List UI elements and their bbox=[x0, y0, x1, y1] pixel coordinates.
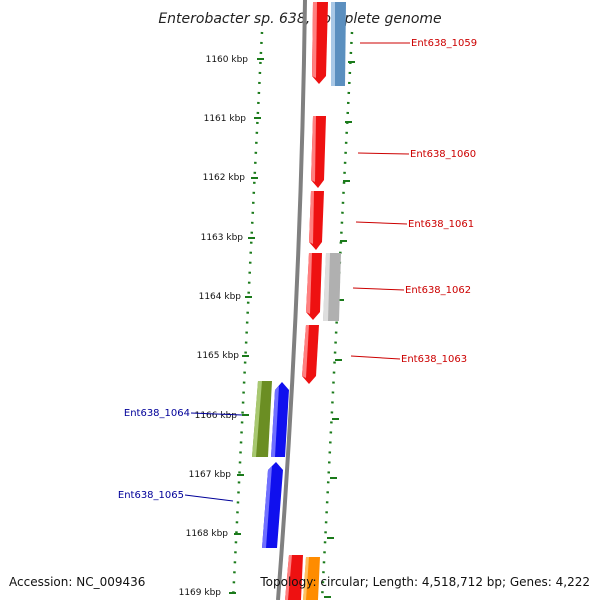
genome-backbone bbox=[276, 0, 307, 600]
tick-label: 1160 kbp bbox=[206, 55, 249, 65]
tick-group-1164: 1164 kbp bbox=[199, 292, 252, 302]
tick-label: 1165 kbp bbox=[197, 351, 240, 361]
leader-lines bbox=[184, 42, 410, 502]
tick-group-1160: 1160 kbp bbox=[206, 55, 264, 65]
gene-highlight bbox=[306, 253, 312, 314]
feature-ent638-1060[interactable] bbox=[311, 116, 326, 188]
map-title: Enterobacter sp. 638, complete genome bbox=[158, 11, 441, 27]
feature-gray-1062-partner[interactable] bbox=[323, 253, 341, 321]
gene-label[interactable]: Ent638_1059 bbox=[411, 38, 477, 49]
tick-group-1168: 1168 kbp bbox=[186, 529, 241, 539]
tick-label: 1169 kbp bbox=[179, 588, 222, 598]
genome-info-text: Topology: circular; Length: 4,518,712 bp… bbox=[260, 575, 590, 589]
leader-line bbox=[350, 355, 401, 360]
inner-minor-ticks bbox=[324, 61, 355, 598]
tick-label: 1162 kbp bbox=[203, 173, 246, 183]
feature-ent638-1065[interactable] bbox=[262, 462, 283, 548]
tick-label: 1161 kbp bbox=[204, 114, 247, 124]
gene-highlight bbox=[303, 557, 309, 600]
tick-label: 1164 kbp bbox=[199, 292, 242, 302]
gene-label[interactable]: Ent638_1064 bbox=[124, 408, 190, 419]
gene-label[interactable]: Ent638_1062 bbox=[405, 285, 471, 296]
feature-ent638-1061[interactable] bbox=[309, 191, 324, 250]
feature-orange-bottom[interactable] bbox=[303, 557, 320, 600]
tick-group-1162: 1162 kbp bbox=[203, 173, 258, 183]
tick-group-1163: 1163 kbp bbox=[201, 233, 255, 243]
feature-blue-reverse-a[interactable] bbox=[271, 382, 289, 457]
gene-label[interactable]: Ent638_1060 bbox=[410, 149, 476, 160]
accession-text: Accession: NC_009436 bbox=[9, 575, 146, 589]
tick-group-1167: 1167 kbp bbox=[189, 470, 244, 480]
leader-line bbox=[190, 412, 243, 416]
feature-ent638-1064[interactable] bbox=[252, 381, 272, 457]
feature-ent638-1059[interactable] bbox=[312, 2, 328, 84]
tick-group-1166: 1166 kbp bbox=[195, 411, 249, 421]
tick-group-1161: 1161 kbp bbox=[204, 114, 261, 124]
gene-label[interactable]: Ent638_1061 bbox=[408, 219, 474, 230]
tick-label: 1166 kbp bbox=[195, 411, 238, 421]
gene-highlight bbox=[312, 2, 317, 78]
gene-highlight bbox=[262, 466, 272, 548]
tick-group-1165: 1165 kbp bbox=[197, 351, 249, 361]
gene-highlight bbox=[285, 555, 292, 600]
tick-label: 1168 kbp bbox=[186, 529, 229, 539]
gene-highlight bbox=[309, 191, 314, 244]
feature-blue-1059-partner[interactable] bbox=[331, 2, 346, 86]
leader-line bbox=[184, 494, 234, 502]
gene-highlight bbox=[331, 2, 335, 86]
leader-line bbox=[352, 287, 405, 291]
leader-line bbox=[355, 221, 408, 225]
feature-red-bottom[interactable] bbox=[285, 555, 303, 600]
leader-line bbox=[357, 152, 410, 155]
tick-group-1169: 1169 kbp bbox=[179, 588, 236, 598]
gene-highlight bbox=[252, 381, 262, 457]
gene-highlight bbox=[302, 325, 309, 378]
tick-label: 1167 kbp bbox=[189, 470, 232, 480]
gene-highlight bbox=[271, 386, 279, 457]
tick-label: 1163 kbp bbox=[201, 233, 244, 243]
gene-label[interactable]: Ent638_1065 bbox=[118, 490, 184, 501]
gene-highlight bbox=[311, 116, 316, 182]
feature-ent638-1063[interactable] bbox=[302, 325, 319, 384]
gene-label[interactable]: Ent638_1063 bbox=[401, 354, 467, 365]
feature-ent638-1062[interactable] bbox=[306, 253, 322, 320]
gene-highlight bbox=[323, 253, 330, 321]
